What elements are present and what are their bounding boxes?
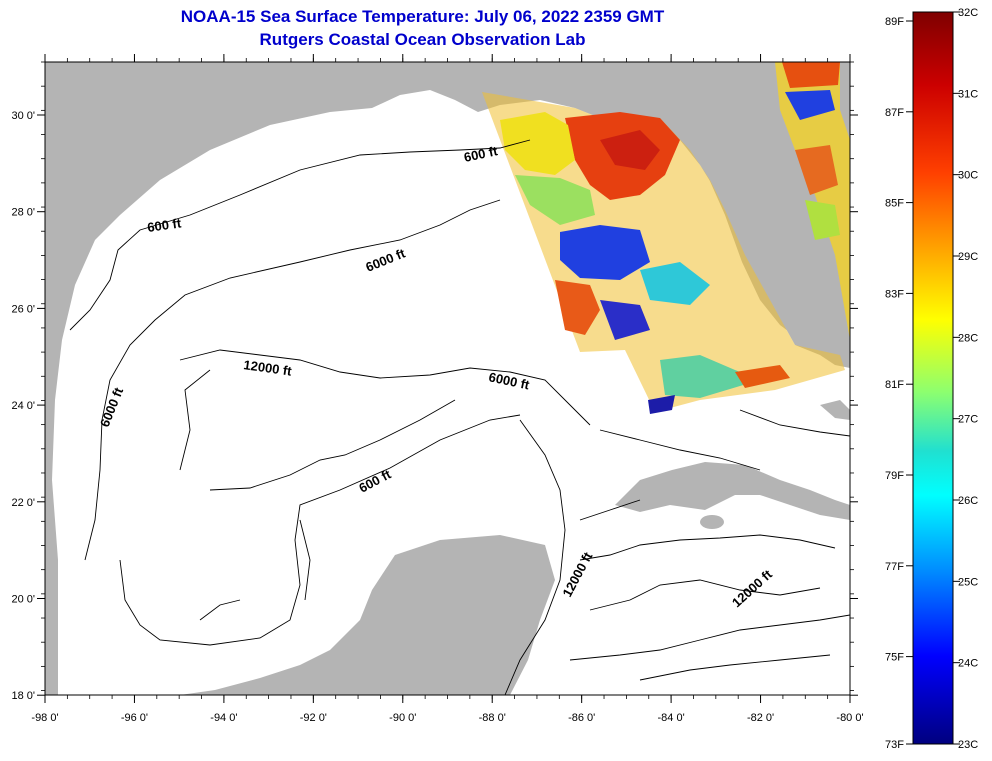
colorbar-c-label: 24C: [958, 658, 978, 670]
x-tick-label: -98 0': [31, 712, 58, 724]
y-tick-label: 18 0': [11, 690, 35, 702]
x-tick-label: -80 0': [836, 712, 863, 724]
x-tick-label: -94 0': [210, 712, 237, 724]
y-tick-label: 22 0': [11, 497, 35, 509]
x-tick-label: -88 0': [479, 712, 506, 724]
colorbar-celsius-labels: 32C 31C 30C 29C 28C 27C 26C 25C 24C 23C: [953, 7, 978, 751]
y-tick-label: 24 0': [11, 400, 35, 412]
x-tick-label: -92 0': [300, 712, 327, 724]
map-title: NOAA-15 Sea Surface Temperature: July 06…: [180, 7, 665, 26]
colorbar: [912, 11, 954, 745]
colorbar-c-label: 31C: [958, 88, 978, 100]
colorbar-f-label: 73F: [885, 739, 904, 751]
x-tick-label: -86 0': [568, 712, 595, 724]
y-tick-label: 20 0': [11, 594, 35, 606]
y-tick-label: 30 0': [11, 110, 35, 122]
sst-swath-atlantic: [775, 62, 850, 340]
x-tick-label: -90 0': [389, 712, 416, 724]
colorbar-c-label: 25C: [958, 576, 978, 588]
x-axis: -98 0' -96 0' -94 0' -92 0' -90 0' -88 0' -86 …: [31, 54, 864, 724]
colorbar-c-label: 28C: [958, 332, 978, 344]
y-axis: 30 0' 28 0' 26 0' 24 0' 22 0' 20 0' 18 0': [11, 61, 858, 702]
colorbar-c-label: 32C: [958, 7, 978, 19]
colorbar-c-label: 27C: [958, 414, 978, 426]
colorbar-c-label: 23C: [958, 739, 978, 751]
bathymetry-contours: [69, 139, 850, 695]
colorbar-f-label: 85F: [885, 198, 904, 210]
colorbar-f-label: 79F: [885, 470, 904, 482]
colorbar-f-label: 75F: [885, 652, 904, 664]
depth-label: 600 ft: [146, 215, 182, 235]
y-tick-label: 26 0': [11, 303, 35, 315]
colorbar-fahrenheit-labels: 89F 87F 85F 83F 81F 79F 77F 75F 73F: [885, 16, 913, 751]
y-tick-label: 28 0': [11, 207, 35, 219]
colorbar-f-label: 89F: [885, 16, 904, 28]
colorbar-f-label: 77F: [885, 561, 904, 573]
yucatan-land: [180, 535, 555, 695]
florida-land: [565, 62, 850, 355]
sst-swath-gulf: [482, 92, 845, 414]
depth-label: 12000 ft: [243, 357, 294, 379]
colorbar-c-label: 30C: [958, 170, 978, 182]
x-tick-label: -84 0': [658, 712, 685, 724]
colorbar-f-label: 87F: [885, 107, 904, 119]
colorbar-c-label: 26C: [958, 495, 978, 507]
colorbar-c-label: 29C: [958, 251, 978, 263]
map-subtitle: Rutgers Coastal Ocean Observation Lab: [259, 30, 586, 49]
isle-of-youth: [700, 515, 724, 529]
depth-label: 600 ft: [463, 143, 500, 165]
cuba-land: [615, 462, 850, 520]
colorbar-f-label: 83F: [885, 288, 904, 300]
colorbar-f-label: 81F: [885, 379, 904, 391]
x-tick-label: -82 0': [747, 712, 774, 724]
x-tick-label: -96 0': [121, 712, 148, 724]
bahamas-land: [820, 400, 850, 420]
